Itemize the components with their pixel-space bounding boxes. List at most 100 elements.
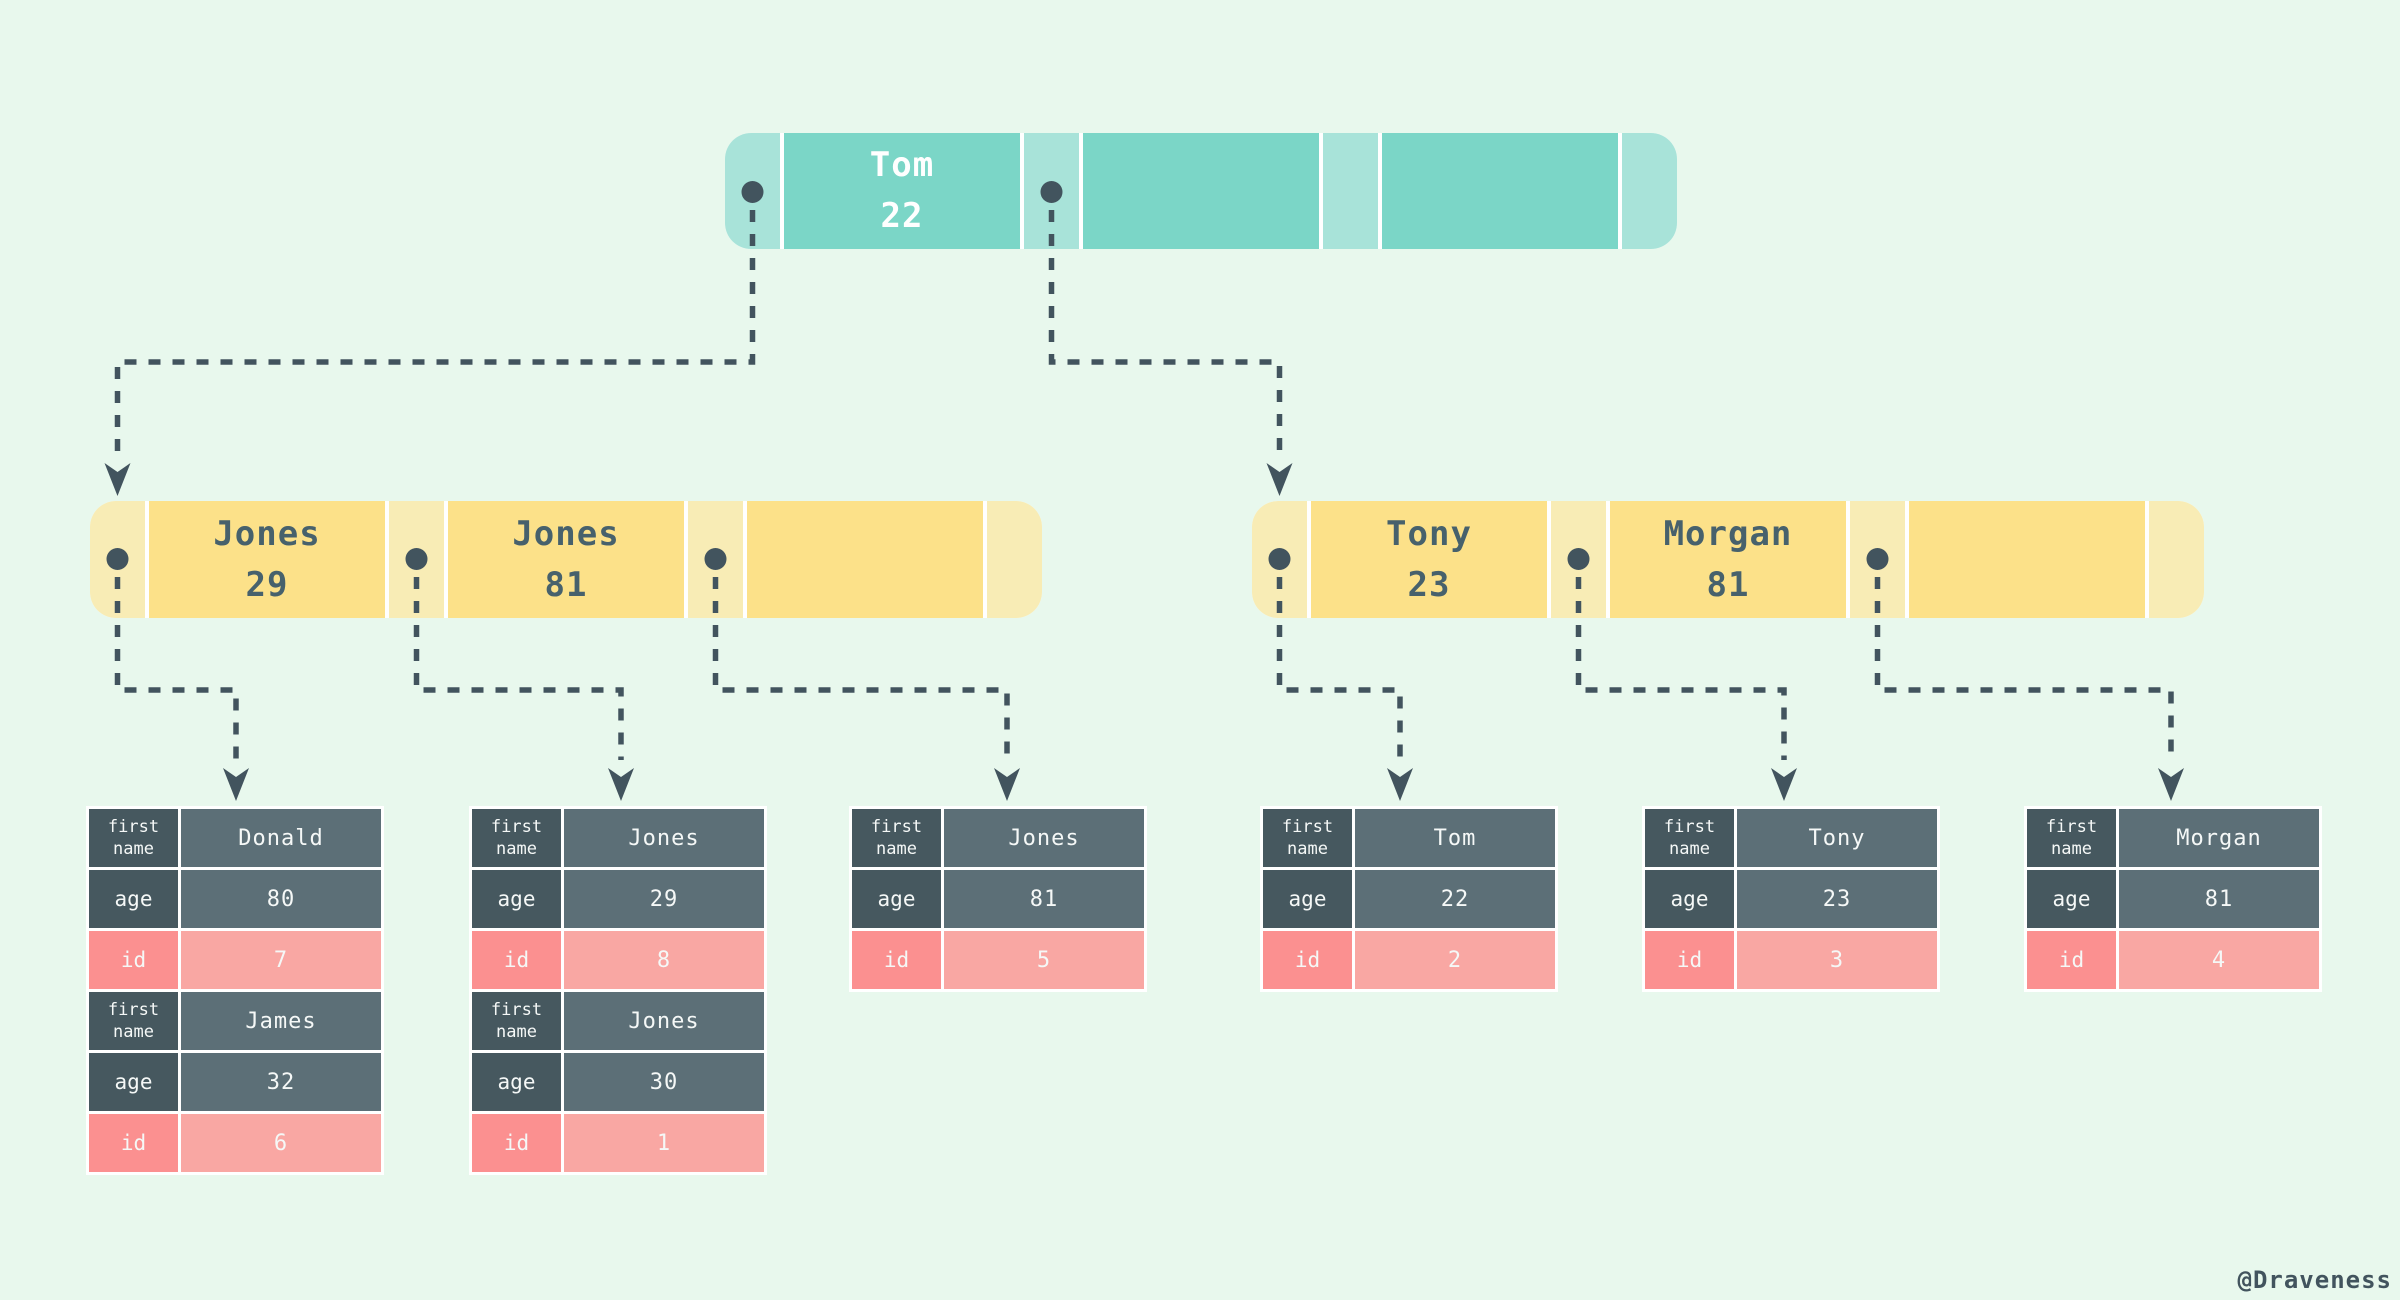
first-name-value-cell: Jones [564, 992, 764, 1050]
id-label-cell: id [852, 931, 941, 989]
field-label-line: name [1287, 839, 1328, 859]
connector-line [114, 210, 756, 460]
field-label-line: name [496, 839, 537, 859]
node-pointer-cell [1252, 501, 1307, 618]
field-label-line: first [490, 817, 543, 837]
id-label-cell: id [472, 1114, 561, 1172]
age-label-cell: age [852, 870, 941, 928]
arrow-head-icon [1771, 768, 1797, 801]
arrow-head-icon [104, 463, 131, 496]
leaf-table: first name Tony age 23 id 3 [1642, 806, 1940, 992]
leaf-table: first name Morgan age 81 id 4 [2024, 806, 2322, 992]
field-label-line: name [1669, 839, 1710, 859]
id-value-cell: 7 [181, 931, 381, 989]
id-value-cell: 2 [1355, 931, 1555, 989]
first-name-label-cell: first name [472, 992, 561, 1050]
entry-name: Tom [869, 145, 935, 185]
age-value-cell: 22 [1355, 870, 1555, 928]
first-name-label-cell: first name [852, 809, 941, 867]
field-label-line: first [1663, 817, 1716, 837]
watermark: @Draveness [2237, 1266, 2392, 1294]
id-label-cell: id [2027, 931, 2116, 989]
node-entry-cell [747, 501, 983, 618]
age-label-cell: age [472, 870, 561, 928]
field-label-line: first [490, 1000, 543, 1020]
internal-node-left: Jones 29 Jones 81 [90, 501, 1042, 618]
leaf-table: first name Tom age 22 id 2 [1260, 806, 1558, 992]
id-value-cell: 1 [564, 1114, 764, 1172]
arrow-head-icon [2158, 768, 2184, 801]
node-pointer-cell [688, 501, 743, 618]
first-name-label-cell: first name [472, 809, 561, 867]
id-label-cell: id [89, 1114, 178, 1172]
first-name-value-cell: Morgan [2119, 809, 2319, 867]
id-value-cell: 8 [564, 931, 764, 989]
node-pointer-cell [725, 133, 780, 249]
age-label-cell: age [89, 1053, 178, 1111]
age-value-cell: 80 [181, 870, 381, 928]
node-pointer-cell [1850, 501, 1905, 618]
age-label-cell: age [472, 1053, 561, 1111]
root-index-node: Tom 22 [725, 133, 1677, 249]
node-pointer-cell [1323, 133, 1378, 249]
node-entry-cell: Tony 23 [1311, 501, 1547, 618]
arrow-head-icon [608, 768, 634, 801]
age-label-cell: age [89, 870, 178, 928]
first-name-value-cell: Donald [181, 809, 381, 867]
arrow-head-icon [994, 768, 1020, 801]
node-entry-cell: Jones 81 [448, 501, 684, 618]
arrow-head-icon [223, 768, 249, 801]
age-value-cell: 81 [2119, 870, 2319, 928]
node-pointer-cell [1551, 501, 1606, 618]
first-name-value-cell: Jones [564, 809, 764, 867]
field-label-line: name [113, 1022, 154, 1042]
id-value-cell: 4 [2119, 931, 2319, 989]
first-name-label-cell: first name [1263, 809, 1352, 867]
field-label-line: first [107, 817, 160, 837]
age-label-cell: age [1645, 870, 1734, 928]
first-name-value-cell: James [181, 992, 381, 1050]
node-entry-cell [1382, 133, 1618, 249]
age-value-cell: 29 [564, 870, 764, 928]
first-name-label-cell: first name [1645, 809, 1734, 867]
entry-name: Jones [512, 513, 620, 554]
first-name-label-cell: first name [2027, 809, 2116, 867]
field-label-line: name [496, 1022, 537, 1042]
age-value-cell: 81 [944, 870, 1144, 928]
entry-age: 29 [245, 564, 289, 605]
connector-lines [114, 210, 2174, 760]
internal-node-right: Tony 23 Morgan 81 [1252, 501, 2204, 618]
leaf-table: first name Jones age 81 id 5 [849, 806, 1147, 992]
entry-age: 23 [1407, 564, 1451, 605]
node-pointer-cell [389, 501, 444, 618]
first-name-label-cell: first name [89, 809, 178, 867]
node-entry-cell: Morgan 81 [1610, 501, 1846, 618]
field-label-line: name [2051, 839, 2092, 859]
id-value-cell: 6 [181, 1114, 381, 1172]
node-entry-cell [1909, 501, 2145, 618]
leaf-table: first name Jones age 29 id 8 first name Jones age 3… [469, 806, 767, 1175]
entry-age: 22 [880, 196, 924, 236]
id-label-cell: id [1263, 931, 1352, 989]
first-name-label-cell: first name [89, 992, 178, 1050]
age-value-cell: 32 [181, 1053, 381, 1111]
id-label-cell: id [472, 931, 561, 989]
field-label-line: first [870, 817, 923, 837]
id-label-cell: id [89, 931, 178, 989]
id-value-cell: 5 [944, 931, 1144, 989]
field-label-line: name [876, 839, 917, 859]
first-name-value-cell: Jones [944, 809, 1144, 867]
entry-age: 81 [1706, 564, 1750, 605]
entry-age: 81 [544, 564, 588, 605]
entry-name: Morgan [1663, 513, 1793, 554]
age-label-cell: age [2027, 870, 2116, 928]
field-label-line: first [107, 1000, 160, 1020]
arrow-head-icon [1387, 768, 1413, 801]
node-entry-cell: Tom 22 [784, 133, 1020, 249]
field-label-line: first [1281, 817, 1334, 837]
id-value-cell: 3 [1737, 931, 1937, 989]
node-pointer-cell [2149, 501, 2204, 618]
node-pointer-cell [90, 501, 145, 618]
entry-name: Jones [213, 513, 321, 554]
